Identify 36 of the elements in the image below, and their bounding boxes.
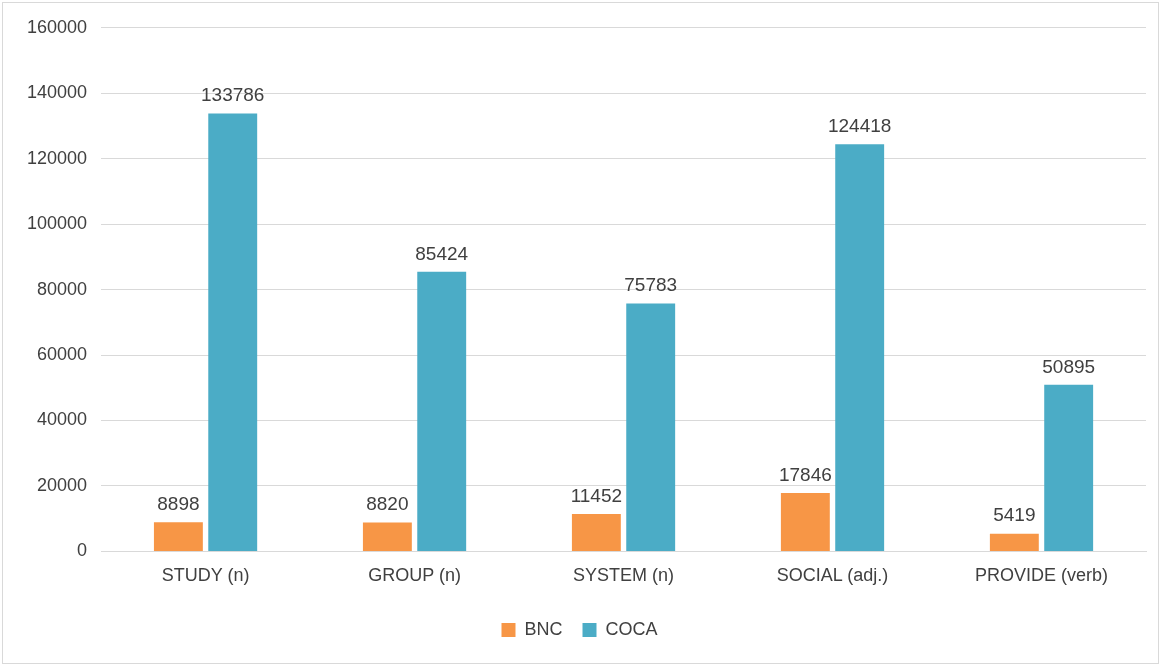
data-label: 75783: [624, 274, 678, 296]
y-tick-label: 160000: [26, 16, 88, 37]
data-label: 124418: [827, 114, 892, 136]
y-tick-label: 80000: [37, 278, 88, 299]
bar: [208, 113, 258, 551]
data-label: 11452: [570, 484, 623, 506]
data-label: 8820: [366, 493, 409, 515]
data-label: 5419: [993, 504, 1036, 526]
y-tick-label: 20000: [37, 474, 88, 495]
legend-label: BNC: [524, 618, 563, 639]
x-tick-label: SYSTEM (n): [573, 565, 675, 586]
x-tick-label: STUDY (n): [161, 565, 250, 586]
y-tick-label: 140000: [26, 82, 88, 103]
bar: [417, 271, 467, 551]
y-tick-label: 40000: [37, 409, 88, 430]
bar: [362, 522, 412, 551]
data-label: 133786: [201, 84, 265, 106]
y-tick-label: 100000: [26, 213, 88, 234]
bar: [153, 522, 203, 551]
legend-label: COCA: [605, 618, 658, 639]
data-label: 17846: [778, 463, 832, 485]
bar: [835, 144, 885, 551]
bar: [626, 303, 676, 551]
bar: [989, 533, 1039, 551]
x-tick-label: SOCIAL (adj.): [776, 565, 889, 586]
data-label: 50895: [1042, 355, 1096, 377]
bar: [780, 493, 830, 551]
data-label: 85424: [415, 242, 469, 264]
bar: [571, 513, 621, 551]
data-label: 8898: [157, 493, 200, 515]
y-tick-label: 60000: [37, 344, 88, 365]
y-tick-label: 0: [77, 540, 88, 561]
x-tick-label: PROVIDE (verb): [974, 565, 1109, 586]
bar: [1044, 384, 1094, 551]
y-tick-label: 120000: [26, 147, 88, 168]
x-tick-label: GROUP (n): [368, 565, 461, 586]
